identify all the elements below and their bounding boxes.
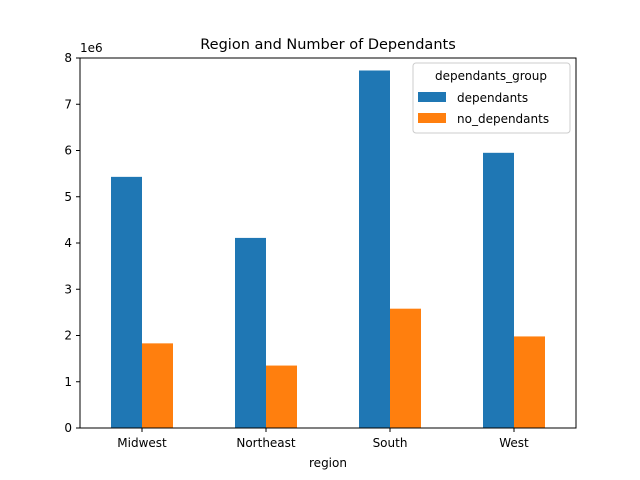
x-tick-label: Midwest [117, 436, 167, 450]
y-tick-label: 7 [64, 97, 72, 111]
y-axis-scale-label: 1e6 [80, 41, 103, 55]
y-tick-label: 8 [64, 51, 72, 65]
bar-dependants-south [359, 70, 390, 429]
y-tick-label: 6 [64, 144, 72, 158]
x-tick-label: Northeast [236, 436, 296, 450]
chart-title: Region and Number of Dependants [200, 37, 456, 53]
legend-swatch-dependants [418, 92, 446, 102]
bar-no_dependants-northeast [266, 365, 297, 428]
bar-dependants-northeast [235, 237, 266, 428]
bar-no_dependants-west [514, 336, 545, 428]
axis-ticks: Midwest Northeast South West 0 1 2 3 4 5 6 7 8 [64, 51, 529, 450]
x-tick-label: South [373, 436, 408, 450]
legend-label-dependants: dependants [457, 91, 528, 105]
bar-no_dependants-midwest [142, 343, 173, 428]
legend-swatch-no_dependants [418, 113, 446, 123]
bar-dependants-midwest [111, 176, 142, 428]
legend-box [412, 62, 571, 134]
legend-entries: dependants no_dependants [418, 91, 549, 126]
y-tick-label: 2 [64, 329, 72, 343]
bars [111, 70, 545, 429]
y-tick-label: 5 [64, 190, 72, 204]
y-tick-label: 0 [64, 421, 72, 435]
legend: dependants_group dependants no_dependants [412, 62, 571, 134]
x-tick-label: West [499, 436, 529, 450]
y-tick-label: 1 [64, 375, 72, 389]
y-tick-label: 4 [64, 236, 72, 250]
axes-frame [79, 57, 577, 429]
legend-label-no_dependants: no_dependants [457, 112, 549, 126]
bar-dependants-west [483, 152, 514, 428]
legend-title: dependants_group [435, 69, 547, 83]
x-axis-label: region [309, 456, 347, 470]
y-tick-label: 3 [64, 282, 72, 296]
bar-no_dependants-south [390, 308, 421, 428]
